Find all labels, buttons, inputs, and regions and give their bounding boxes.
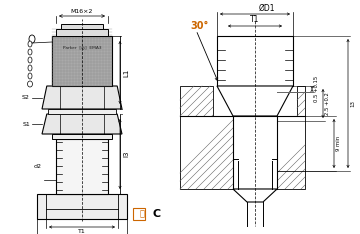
Text: 0.5 +0.15: 0.5 +0.15	[314, 76, 319, 102]
Bar	[277, 116, 305, 189]
Bar	[61, 24, 103, 29]
Polygon shape	[217, 86, 293, 116]
Text: 图: 图	[140, 209, 144, 219]
Text: 2.5 +0.2: 2.5 +0.2	[325, 92, 330, 115]
Bar	[37, 194, 127, 219]
Text: 13: 13	[350, 100, 355, 107]
Ellipse shape	[29, 35, 35, 43]
Ellipse shape	[28, 65, 32, 71]
Text: T1: T1	[78, 229, 86, 234]
Ellipse shape	[28, 49, 32, 55]
Text: d2: d2	[34, 164, 42, 169]
Bar	[56, 139, 108, 194]
Polygon shape	[42, 86, 122, 109]
Text: L1: L1	[123, 68, 129, 77]
Text: l3: l3	[123, 151, 129, 157]
Ellipse shape	[28, 41, 32, 47]
Text: S1: S1	[22, 121, 30, 127]
Text: ØD1: ØD1	[259, 4, 275, 13]
Text: S2: S2	[22, 95, 30, 100]
Text: M16×2: M16×2	[71, 9, 93, 14]
Bar	[180, 86, 213, 116]
Text: 9 min: 9 min	[336, 136, 341, 151]
Bar	[56, 29, 108, 36]
Bar	[133, 208, 145, 220]
Ellipse shape	[27, 81, 32, 87]
Text: 30°: 30°	[190, 21, 208, 31]
Bar	[217, 36, 293, 86]
Bar	[233, 116, 277, 189]
Bar	[180, 116, 233, 189]
Text: Parker  [◎]  EMA3: Parker [◎] EMA3	[63, 45, 101, 49]
Text: C: C	[153, 209, 161, 219]
Polygon shape	[42, 114, 122, 134]
Bar	[48, 109, 116, 114]
Bar	[52, 134, 112, 139]
Bar	[297, 86, 305, 116]
Ellipse shape	[28, 57, 32, 63]
Ellipse shape	[28, 73, 32, 79]
Text: T1: T1	[250, 15, 260, 24]
Polygon shape	[233, 189, 277, 202]
Bar	[52, 36, 112, 86]
